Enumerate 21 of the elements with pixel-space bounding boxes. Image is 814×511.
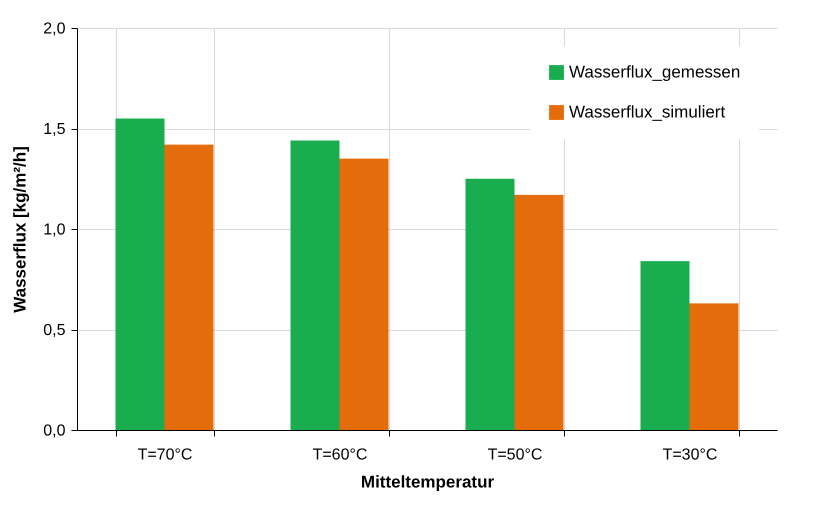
bar [340,158,388,430]
bar [514,194,564,430]
bar [116,118,164,430]
x-tick-label: T=50°C [488,446,542,464]
x-tick-label: T=60°C [312,446,368,464]
y-tick-label: 0,0 [43,422,66,440]
bar [640,261,690,430]
bar [164,144,214,430]
x-tick-label: T=70°C [138,446,192,464]
legend-label: Wasserflux_simuliert [569,102,726,122]
y-tick-label: 2,0 [43,20,66,38]
bar [690,303,738,430]
x-axis-title: Mitteltemperatur [360,472,494,492]
y-tick-label: 1,5 [43,121,66,138]
bar [466,178,514,430]
y-tick-label: 1,0 [43,222,66,238]
y-tick-label: 0,5 [43,322,66,339]
legend-label: Wasserflux_gemessen [569,62,740,82]
y-axis-title: Wasserflux [kg/m²/h] [10,146,30,313]
bar [290,140,340,430]
x-tick-label: T=30°C [662,446,718,464]
